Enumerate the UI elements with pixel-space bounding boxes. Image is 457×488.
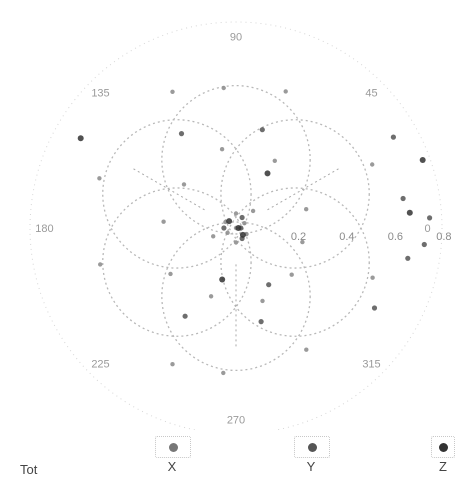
petal-axes [130, 166, 342, 350]
petal-spoke [130, 166, 205, 211]
point-x [98, 262, 103, 267]
point-y [400, 195, 406, 202]
point-x [300, 239, 305, 245]
angle-tick-135: 135 [91, 88, 109, 100]
point-x [272, 158, 277, 163]
angle-tick-0: 0 [425, 223, 431, 235]
legend-swatch-z [431, 436, 455, 458]
legend-dot-z [438, 442, 448, 452]
point-z [235, 225, 242, 231]
point-x [161, 219, 166, 224]
angle-tick-225: 225 [91, 359, 109, 371]
point-z [219, 276, 226, 283]
angle-tick-180: 180 [35, 223, 53, 235]
point-x [211, 234, 216, 239]
radial-tick-0.4: 0.4 [339, 231, 354, 243]
point-y [405, 255, 411, 261]
angle-tick-45: 45 [365, 88, 377, 100]
rose-curves [29, 21, 443, 435]
point-y [178, 131, 185, 137]
legend-dot-y [307, 442, 317, 452]
point-z [239, 231, 246, 238]
point-x [242, 221, 247, 226]
chart-svg: 0 45 90 135 180 225 270 315 0.2 0.4 0.6 0.8 [29, 21, 452, 435]
point-y [221, 225, 227, 231]
legend: Tot X Y Z [0, 436, 457, 488]
data-points [77, 85, 433, 376]
legend-dot-x [168, 442, 178, 452]
petal-spoke [267, 166, 342, 211]
point-x [170, 89, 175, 95]
point-y [371, 305, 378, 311]
radial-tick-0.2: 0.2 [291, 231, 306, 243]
legend-item-z[interactable]: Z [430, 436, 456, 474]
radial-tick-0.8: 0.8 [436, 231, 451, 243]
outer-boundary [29, 21, 443, 435]
point-x [221, 370, 226, 376]
point-x [370, 275, 375, 280]
rose-petal-circle [161, 221, 311, 372]
point-x [233, 211, 239, 216]
point-x [304, 347, 309, 352]
legend-swatch-x [155, 436, 191, 458]
point-y [390, 134, 396, 140]
point-x [168, 271, 173, 277]
point-z [226, 218, 233, 225]
point-z [406, 209, 413, 216]
point-y [239, 214, 245, 221]
point-x [250, 208, 256, 214]
point-y [258, 319, 264, 325]
rose-petal-circle [102, 119, 252, 269]
legend-label-y: Y [306, 459, 316, 474]
point-y [266, 282, 272, 288]
legend-label-z: Z [439, 459, 447, 474]
point-z [419, 157, 426, 163]
radial-tick-0.6: 0.6 [388, 231, 403, 243]
point-x [208, 294, 214, 299]
point-y [182, 313, 188, 319]
legend-swatch-y [294, 436, 330, 458]
angle-tick-315: 315 [362, 359, 380, 371]
angle-tick-90: 90 [230, 31, 242, 43]
point-x [97, 176, 102, 181]
point-y [421, 241, 427, 248]
point-x [225, 230, 230, 235]
legend-label-x: X [167, 459, 177, 474]
polar-chart: 0 45 90 135 180 225 270 315 0.2 0.4 0.6 0.8 [29, 21, 452, 435]
rose-petal-circle [220, 187, 370, 337]
point-x [181, 182, 187, 187]
legend-item-x[interactable]: X [155, 436, 191, 474]
point-x [283, 89, 288, 94]
point-y [427, 215, 433, 221]
angle-tick-270: 270 [227, 415, 245, 427]
rose-petal-circle [161, 84, 311, 235]
radial-tick-labels: 0.2 0.4 0.6 0.8 [291, 231, 452, 243]
point-z [77, 135, 84, 142]
point-x [370, 162, 375, 167]
angular-tick-labels: 0 45 90 135 180 225 270 315 [35, 31, 430, 426]
point-x [170, 362, 175, 367]
point-z [264, 170, 271, 177]
rose-petal-circle [102, 187, 252, 337]
point-x [304, 207, 309, 212]
point-x [233, 240, 239, 245]
point-x [221, 85, 226, 91]
point-y [259, 127, 265, 133]
point-x [219, 147, 225, 152]
legend-item-y[interactable]: Y [294, 436, 330, 474]
rose-petal-circle [220, 119, 370, 269]
legend-title: Tot [20, 462, 38, 477]
point-x [260, 298, 265, 304]
point-x [289, 272, 294, 277]
